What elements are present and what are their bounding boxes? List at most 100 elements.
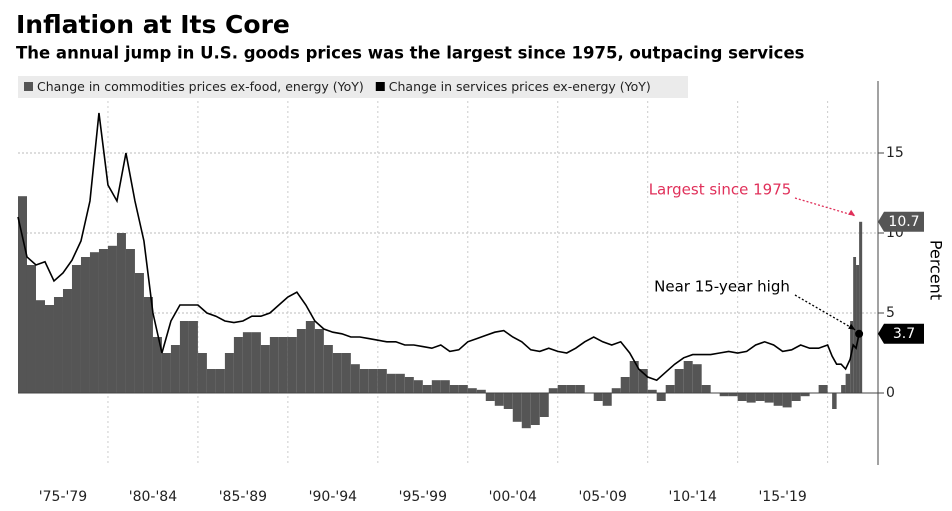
bar — [152, 337, 162, 393]
bar — [692, 364, 702, 393]
bar — [368, 369, 378, 393]
bar — [832, 393, 837, 409]
bar — [647, 389, 657, 393]
bar — [215, 369, 225, 393]
bar — [458, 385, 468, 393]
legend-label: Change in commodities prices ex-food, en… — [37, 79, 364, 94]
bar — [269, 337, 279, 393]
bar — [638, 369, 648, 393]
bar — [350, 364, 360, 393]
bar — [107, 245, 117, 393]
bar — [89, 252, 99, 393]
chart-subtitle: The annual jump in U.S. goods prices was… — [16, 44, 805, 63]
bar — [413, 380, 423, 393]
bar — [116, 233, 126, 393]
y-tick-label: 15 — [886, 145, 904, 161]
bar — [71, 265, 81, 393]
legend-swatch — [24, 82, 33, 91]
x-tick-label: '80-'84 — [129, 489, 177, 505]
bar — [737, 393, 747, 401]
bar — [206, 369, 216, 393]
annotation-arrowhead — [848, 209, 856, 216]
bar — [323, 345, 333, 393]
bar — [575, 385, 585, 393]
x-tick-label: '05-'09 — [579, 489, 627, 505]
bar — [233, 337, 243, 393]
bar — [224, 353, 234, 393]
legend-box — [18, 76, 688, 98]
x-tick-label: '00-'04 — [489, 489, 537, 505]
bar — [800, 393, 810, 397]
x-tick-label: '10-'14 — [668, 489, 716, 505]
bar — [170, 345, 180, 393]
x-tick-label: '85-'89 — [219, 489, 267, 505]
bar — [26, 265, 36, 393]
bar — [62, 289, 72, 393]
value-label-box — [878, 211, 924, 232]
bar — [611, 388, 621, 393]
bar — [44, 305, 54, 393]
bar — [856, 265, 860, 393]
bar — [476, 389, 486, 393]
bar — [593, 393, 603, 401]
bar — [818, 385, 828, 393]
bar — [179, 321, 189, 393]
bar — [791, 393, 801, 401]
bar — [548, 388, 558, 393]
bar — [287, 337, 297, 393]
bar — [377, 369, 387, 393]
y-axis-label: Percent — [927, 240, 946, 300]
bar — [719, 393, 729, 397]
bar — [656, 393, 666, 401]
bar — [850, 321, 854, 393]
bar — [566, 385, 576, 393]
bar — [539, 393, 549, 417]
annotation: Largest since 1975 — [649, 181, 792, 199]
bar — [431, 380, 441, 393]
bar — [242, 332, 252, 393]
bar — [449, 385, 459, 393]
bar — [18, 196, 27, 393]
bar — [683, 361, 693, 393]
bar — [188, 321, 198, 393]
bar — [296, 329, 306, 393]
y-tick-label: 0 — [886, 385, 895, 401]
bar — [701, 385, 711, 393]
annotation-arrowhead — [848, 323, 856, 330]
bar — [98, 249, 108, 393]
bar — [845, 373, 851, 393]
bar — [746, 393, 756, 403]
bar — [620, 377, 630, 393]
bar — [485, 393, 495, 401]
bar — [80, 257, 90, 393]
y-tick-label: 5 — [886, 305, 895, 321]
line — [17, 112, 860, 382]
bar — [728, 393, 738, 397]
bar — [251, 332, 261, 393]
annotation-arrow — [794, 197, 856, 217]
bar — [503, 393, 513, 409]
bar — [341, 353, 351, 393]
value-label-box — [878, 323, 924, 344]
bar — [35, 300, 45, 393]
bar — [521, 393, 531, 429]
bar — [260, 345, 270, 393]
x-tick-label: '15-'19 — [758, 489, 806, 505]
bar — [134, 273, 144, 393]
bar — [853, 257, 857, 393]
bar — [557, 385, 567, 393]
bar — [440, 380, 450, 393]
bar — [332, 353, 342, 393]
bar — [755, 393, 765, 401]
bar — [467, 388, 477, 393]
bar — [143, 297, 153, 393]
bar — [494, 393, 504, 406]
bar — [197, 353, 207, 393]
bar — [512, 393, 522, 422]
annotation: Near 15-year high — [654, 278, 790, 296]
x-tick-label: '95-'99 — [399, 489, 447, 505]
bar — [278, 337, 288, 393]
bar — [359, 369, 369, 393]
bar — [395, 373, 405, 393]
